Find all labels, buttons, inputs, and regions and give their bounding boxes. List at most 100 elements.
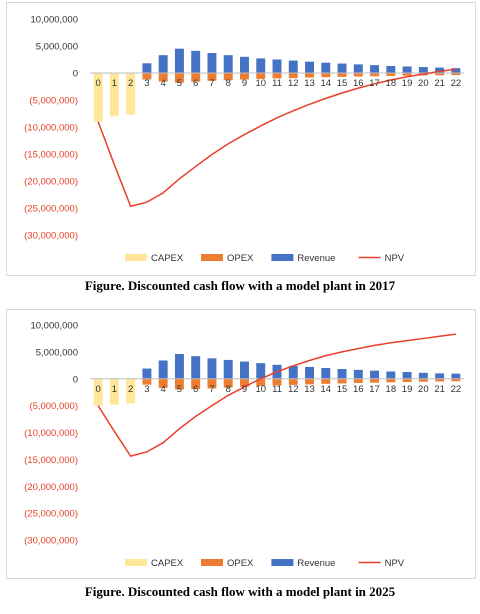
bar-revenue (386, 371, 396, 379)
bar-revenue (142, 368, 152, 379)
legend-item-capex: CAPEX (125, 558, 184, 569)
bar-revenue (207, 53, 217, 73)
bar-opex (223, 73, 233, 81)
bar-opex (191, 378, 201, 389)
x-tick-label: 4 (161, 78, 166, 89)
bar-revenue (435, 67, 445, 73)
x-tick-label: 8 (226, 384, 231, 395)
x-tick-label: 17 (369, 384, 380, 395)
bar-opex (272, 378, 282, 386)
bar-opex (353, 378, 363, 384)
x-tick-label: 10 (255, 384, 266, 395)
npv-line (97, 68, 456, 208)
chart-2025: 10,000,000 5,000,000 0 (5,000,000) (10,000,0… (24, 321, 464, 569)
x-tick-label: 21 (434, 78, 445, 89)
bar-opex (305, 378, 314, 385)
bar-capex (126, 378, 136, 404)
x-tick-label: 4 (161, 384, 166, 395)
x-tick-label: 2 (128, 78, 133, 89)
bar-opex (288, 73, 298, 79)
legend-label: NPV (385, 253, 405, 264)
x-tick-label: 2 (128, 384, 133, 395)
y-tick-label: (25,000,000) (24, 509, 78, 520)
bar-revenue (174, 48, 184, 73)
bar-opex (418, 378, 428, 382)
bar-opex (240, 73, 249, 80)
bar-revenue (353, 64, 363, 73)
x-tick-label: 9 (242, 384, 247, 395)
bar-revenue (272, 59, 282, 73)
bar-opex (435, 378, 445, 382)
bar-capex (93, 378, 103, 406)
x-tick-label: 22 (451, 78, 462, 89)
bar-opex (142, 378, 152, 385)
x-tick-label: 7 (209, 78, 214, 89)
legend-item-opex: OPEX (201, 558, 254, 569)
bar-opex (207, 73, 217, 81)
legend-label: Revenue (297, 253, 335, 264)
bar-revenue (256, 58, 266, 73)
bar-revenue (240, 56, 249, 73)
y-tick-label: (20,000,000) (24, 177, 78, 188)
bar-revenue (451, 68, 461, 73)
legend-item-opex: OPEX (201, 253, 254, 264)
y-tick-label: (10,000,000) (24, 428, 78, 439)
bar-revenue (191, 50, 201, 73)
bar-revenue (288, 60, 298, 73)
x-tick-label: 22 (451, 384, 462, 395)
bar-opex (158, 73, 168, 82)
legend-item-npv: NPV (358, 558, 405, 569)
bar-revenue (223, 55, 233, 73)
x-tick-label: 3 (144, 78, 149, 89)
legend-item-npv: NPV (358, 253, 405, 264)
bar-opex (288, 378, 298, 385)
bar-revenue (451, 373, 461, 379)
x-tick-label: 20 (418, 78, 429, 89)
bar-revenue (386, 65, 396, 73)
bar-revenue (305, 366, 314, 379)
legend-item-revenue: Revenue (271, 558, 335, 569)
legend-swatch (201, 254, 223, 261)
y-tick-label: 0 (73, 374, 78, 385)
y-tick-label: (20,000,000) (24, 482, 78, 493)
y-tick-label: (5,000,000) (29, 96, 78, 107)
x-tick-label: 21 (434, 384, 445, 395)
x-tick-label: 11 (272, 78, 282, 89)
bar-revenue (256, 363, 266, 379)
x-tick-label: 16 (353, 78, 364, 89)
x-tick-label: 19 (402, 78, 413, 89)
bar-capex (93, 73, 103, 122)
x-tick-label: 10 (255, 78, 266, 89)
x-tick-label: 18 (386, 384, 397, 395)
x-tick-label: 15 (337, 78, 348, 89)
legend-label: OPEX (227, 253, 254, 264)
y-tick-label: 0 (73, 69, 78, 80)
x-tick-label: 19 (402, 384, 413, 395)
x-tick-label: 15 (337, 384, 348, 395)
bar-opex (207, 378, 217, 389)
x-tick-label: 1 (112, 78, 117, 89)
bar-opex (451, 378, 461, 382)
bar-revenue (191, 356, 201, 379)
y-tick-label: (25,000,000) (24, 204, 78, 215)
bar-opex (353, 73, 363, 77)
y-tick-label: (15,000,000) (24, 150, 78, 161)
legend-swatch (271, 559, 294, 566)
legend-item-capex: CAPEX (125, 253, 184, 264)
bar-revenue (337, 369, 347, 379)
y-tick-label: 10,000,000 (30, 15, 78, 26)
figure-caption-2017: Figure. Discounted cash flow with a mode… (84, 278, 396, 293)
legend-swatch (271, 254, 294, 261)
legend-swatch (125, 254, 147, 261)
bar-opex (240, 378, 249, 387)
legend-label: CAPEX (151, 558, 184, 569)
npv-line (97, 333, 456, 458)
bar-revenue (158, 55, 168, 73)
bar-revenue (321, 62, 331, 73)
x-tick-label: 16 (353, 384, 364, 395)
x-tick-label: 0 (95, 384, 100, 395)
x-tick-label: 20 (418, 384, 429, 395)
bar-revenue (174, 354, 184, 379)
bar-revenue (402, 372, 412, 379)
bar-opex (256, 378, 266, 387)
